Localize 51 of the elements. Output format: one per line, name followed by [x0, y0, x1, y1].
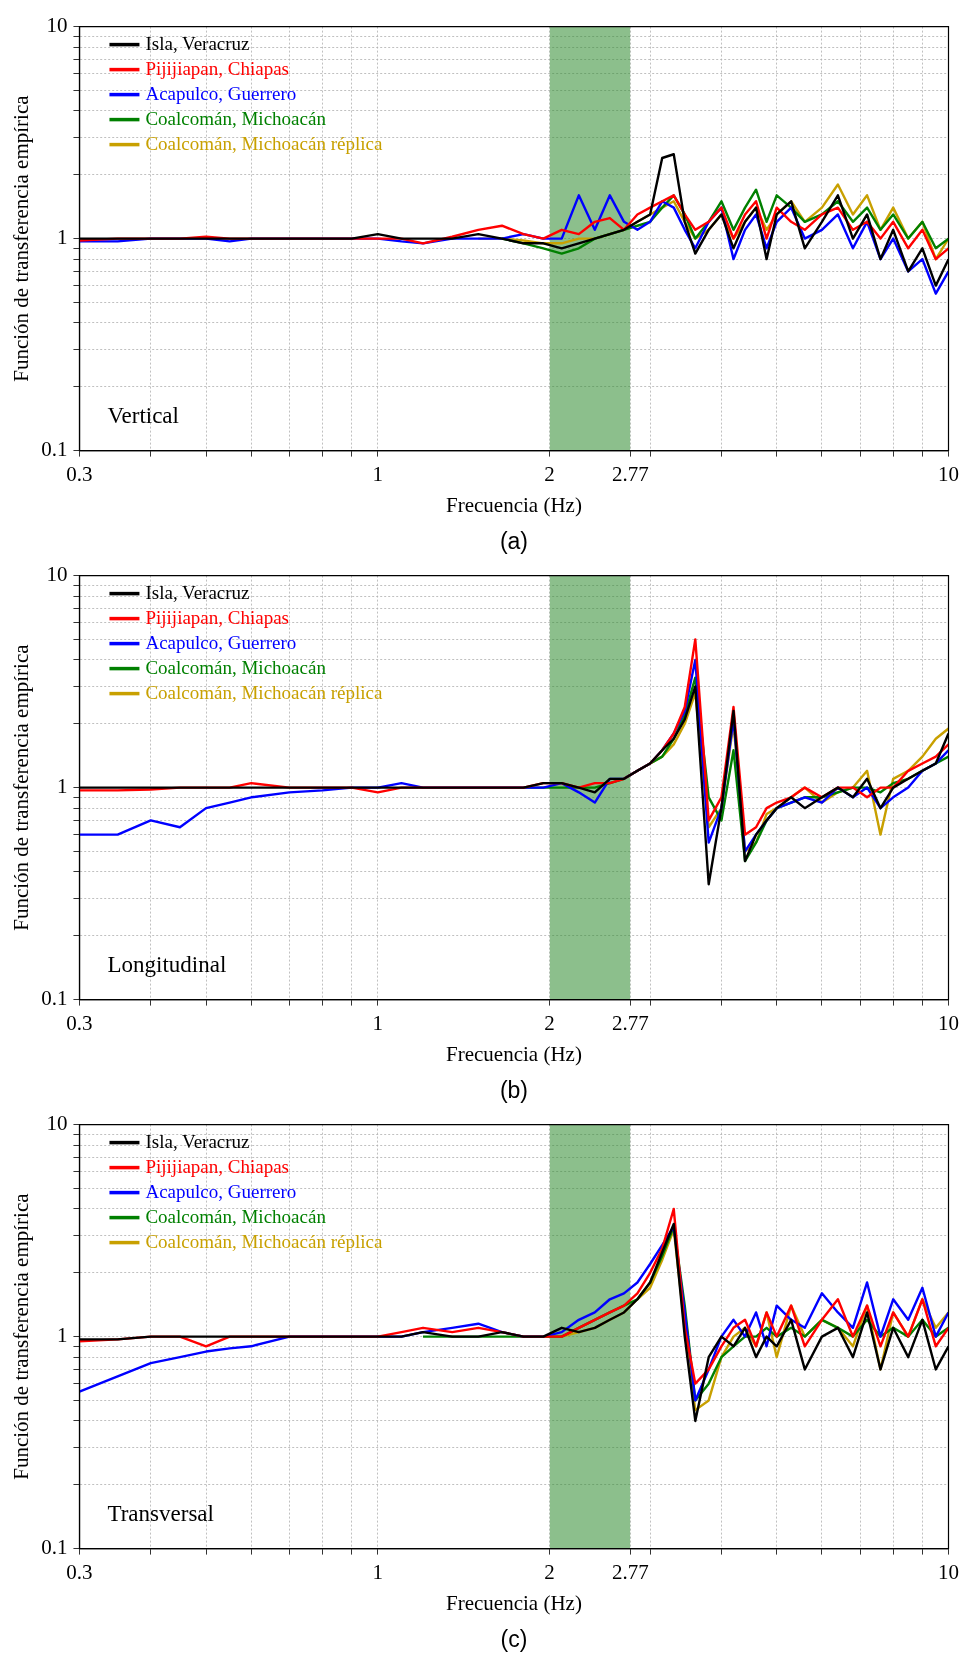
y-tick-label: 10 [46, 13, 68, 38]
annotation: Longitudinal [107, 951, 227, 977]
y-tick-label: 1 [56, 1323, 68, 1348]
text: (c) [500, 1626, 528, 1652]
y-tick-label: 1 [56, 774, 68, 799]
legend-label: Acapulco, Guerrero [145, 82, 297, 104]
y-tick-label: 10 [46, 1111, 68, 1136]
y-tick-label: 0.1 [41, 437, 68, 462]
x-tick-label: 10 [938, 461, 959, 486]
legend-label: Acapulco, Guerrero [145, 631, 297, 653]
legend-label: Acapulco, Guerrero [145, 1180, 297, 1202]
x-tick-label: 2 [544, 1010, 555, 1035]
x-axis-title: Frecuencia (Hz) [446, 1041, 582, 1066]
legend-label: Coalcomán, Michoacán réplica [145, 1230, 383, 1252]
legend-label: Isla, Veracruz [145, 1130, 250, 1152]
legend-label: Pijijiapan, Chiapas [145, 1155, 289, 1177]
legend-label: Coalcomán, Michoacán [145, 1205, 327, 1227]
x-tick-label: 2.77 [611, 1010, 649, 1035]
x-tick-label: 10 [938, 1559, 959, 1584]
x-tick-label: 0.3 [66, 461, 93, 486]
x-tick-label: 1 [372, 1010, 384, 1035]
x-tick-label: 2.77 [611, 461, 649, 486]
annotation: Transversal [107, 1500, 214, 1526]
y-tick-label: 0.1 [41, 1535, 68, 1560]
text: (b) [499, 1077, 529, 1103]
x-tick-label: 1 [372, 461, 384, 486]
annotation: Vertical [107, 402, 179, 428]
x-tick-label: 1 [372, 1559, 384, 1584]
x-axis-title: Frecuencia (Hz) [446, 1590, 582, 1615]
y-tick-label: 1 [56, 225, 68, 250]
x-tick-label: 10 [938, 1010, 959, 1035]
text: (a) [499, 528, 529, 554]
legend-label: Isla, Veracruz [145, 581, 250, 603]
x-tick-label: 0.3 [66, 1010, 93, 1035]
x-axis-title: Frecuencia (Hz) [446, 492, 582, 517]
y-axis-title: Función de transferencia empírica [9, 1192, 34, 1480]
legend-label: Coalcomán, Michoacán réplica [145, 132, 383, 154]
x-tick-label: 2 [544, 1559, 555, 1584]
y-tick-label: 0.1 [41, 986, 68, 1011]
legend-label: Coalcomán, Michoacán [145, 656, 327, 678]
x-tick-label: 0.3 [66, 1559, 93, 1584]
x-tick-label: 2.77 [611, 1559, 649, 1584]
legend-label: Isla, Veracruz [145, 32, 250, 54]
legend-label: Pijijiapan, Chiapas [145, 606, 289, 628]
x-tick-label: 2 [544, 461, 555, 486]
y-axis-title: Función de transferencia empírica [9, 643, 34, 931]
legend-label: Pijijiapan, Chiapas [145, 57, 289, 79]
legend-label: Coalcomán, Michoacán [145, 107, 327, 129]
legend-label: Coalcomán, Michoacán réplica [145, 681, 383, 703]
y-axis-title: Función de transferencia empírica [9, 94, 34, 382]
y-tick-label: 10 [46, 562, 68, 587]
